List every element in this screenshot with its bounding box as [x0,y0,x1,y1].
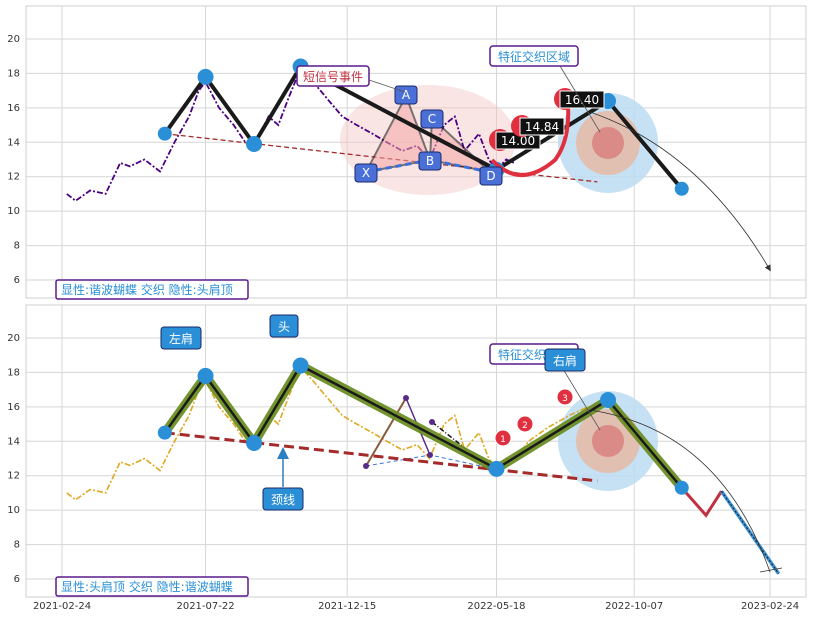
label-b-text: B [426,154,434,168]
short-signal-text: 短信号事件 [303,70,363,84]
pattern-node [246,136,263,153]
top-price-line [66,66,515,202]
y-tick-label: 10 [7,505,20,516]
price-tag-1484: 14.84 [511,115,565,137]
x-axis-ticks: 2021-02-24 2021-07-22 2021-12-15 2022-05-18… [33,601,799,612]
y-tick-label: 6 [14,574,20,585]
bottom-grid [26,305,806,597]
bottom-legend-text: 显性:头肩顶 交织 隐性:谐波蝴蝶 [61,579,233,594]
label-a-text: A [402,88,411,102]
bottom-butterfly-xa [365,397,407,467]
price-tag-1400: 14.00 [489,129,541,151]
y-tick-label: 12 [7,172,20,183]
neckline-text: 颈线 [271,493,295,507]
bottom-numbered-points: 1 2 3 [494,388,574,447]
numbered-point-3-text: 3 [562,394,568,404]
top-price-tags: 14.00 14.84 16.40 [489,88,605,151]
label-b: B [418,151,442,171]
label-a: A [394,85,418,105]
bottom-neckline [164,431,598,483]
bottom-legend-box: 显性:头肩顶 交织 隐性:谐波蝴蝶 [55,576,249,597]
price-tag-1484-text: 14.84 [525,120,559,134]
pattern-node [197,367,214,384]
y-tick-label: 6 [14,275,20,286]
head-text: 头 [278,320,290,334]
top-feature-zone-annotation: 特征交织区域 [489,45,771,272]
y-tick-label: 14 [7,436,20,447]
label-d-text: D [486,169,495,183]
bottom-plot-area [25,304,807,598]
label-x-text: X [362,166,370,180]
y-tick-label: 16 [7,402,20,413]
y-tick-label: 10 [7,206,20,217]
y-tick-label: 16 [7,103,20,114]
y-tick-label: 12 [7,471,20,482]
butterfly-labels: X A B C D [354,85,503,186]
top-feature-zone-text: 特征交织区域 [498,49,570,64]
pattern-node [488,460,505,477]
right-shoulder-text: 右肩 [553,353,577,368]
x-tick-label: 2023-02-24 [741,601,799,612]
numbered-point-1-text: 1 [500,435,506,445]
numbered-point-1: 1 [494,429,512,447]
top-panel: 6 8 10 12 14 16 18 20 X A [7,5,807,300]
short-signal-annotation: 短信号事件 [296,65,406,93]
pattern-node [246,435,263,452]
x-tick-label: 2021-02-24 [33,601,91,612]
y-tick-label: 14 [7,137,20,148]
neckline-annotation: 颈线 [262,447,304,511]
y-tick-label: 8 [14,540,20,551]
top-legend-text: 显性:谐波蝴蝶 交织 隐性:头肩顶 [61,282,233,297]
label-d: D [479,166,503,186]
head-annotation: 头 [269,314,299,338]
bottom-y-ticks: 6 8 10 12 14 16 18 20 [7,333,20,585]
label-c-text: C [428,112,436,126]
pattern-node [600,391,617,408]
bottom-projection-blue-dots [721,490,780,575]
pattern-node [157,126,172,141]
label-x: X [354,163,378,183]
y-tick-label: 8 [14,241,20,252]
pattern-node [674,480,689,495]
pattern-node [157,425,172,440]
pattern-node [197,68,214,85]
numbered-point-3: 3 [556,388,574,406]
bottom-target-inner [592,425,624,457]
bottom-projection-red [680,486,723,518]
left-shoulder-annotation: 左肩 [160,326,202,350]
left-shoulder-text: 左肩 [169,331,193,346]
x-tick-label: 2022-10-07 [605,601,663,612]
top-legend-box: 显性:谐波蝴蝶 交织 隐性:头肩顶 [55,279,249,300]
top-red-arc [490,104,571,177]
price-tag-1640: 16.40 [554,88,605,110]
y-tick-label: 18 [7,367,20,378]
top-target-inner [592,127,624,159]
y-tick-label: 20 [7,34,20,45]
x-tick-label: 2022-05-18 [467,601,525,612]
price-tag-1400-text: 14.00 [501,134,535,148]
y-tick-label: 20 [7,333,20,344]
x-tick-label: 2021-07-22 [176,601,234,612]
top-y-ticks: 6 8 10 12 14 16 18 20 [7,34,20,286]
label-c: C [420,109,444,129]
right-shoulder-annotation: 右肩 [544,348,586,372]
x-tick-label: 2021-12-15 [318,601,376,612]
pattern-node [674,181,689,196]
numbered-point-2: 2 [516,415,534,433]
bottom-nodes [157,357,689,495]
price-tag-1640-text: 16.40 [565,93,599,107]
pattern-node [292,357,309,374]
y-tick-label: 18 [7,68,20,79]
numbered-point-2-text: 2 [522,421,528,431]
